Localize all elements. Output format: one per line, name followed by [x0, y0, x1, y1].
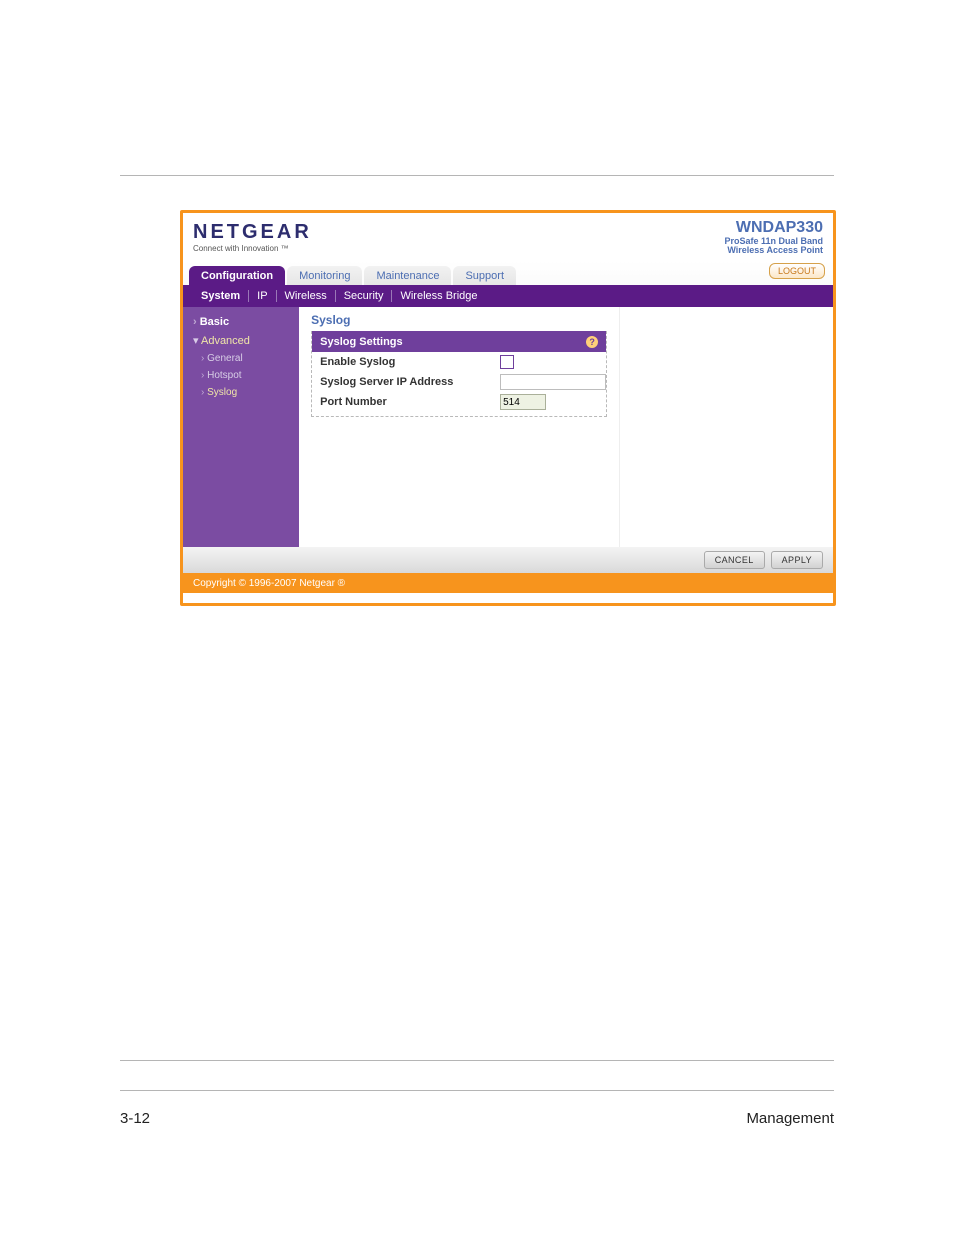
device-info: WNDAP330 ProSafe 11n Dual Band Wireless …	[724, 219, 823, 255]
action-bar: CANCEL APPLY	[183, 547, 833, 573]
tab-maintenance[interactable]: Maintenance	[364, 266, 451, 285]
tab-monitoring[interactable]: Monitoring	[287, 266, 362, 285]
brand-tagline: Connect with Innovation ™	[193, 244, 312, 253]
help-icon[interactable]: ?	[586, 336, 598, 348]
panel-title: Syslog Settings	[320, 336, 403, 348]
sidebar-item-syslog[interactable]: Syslog	[183, 384, 299, 401]
row-port-number: Port Number	[312, 392, 606, 412]
page-hr-bottom2	[120, 1090, 834, 1091]
device-name: WNDAP330	[736, 219, 823, 237]
device-line2: Wireless Access Point	[727, 246, 823, 255]
tab-configuration[interactable]: Configuration	[189, 266, 285, 285]
content-area: Syslog Syslog Settings ? Enable Syslog S…	[299, 307, 619, 547]
subnav-system[interactable]: System	[193, 290, 249, 302]
copyright-bar: Copyright © 1996-2007 Netgear ®	[183, 573, 833, 593]
sidebar-item-hotspot[interactable]: Hotspot	[183, 367, 299, 384]
sub-nav: System IP Wireless Security Wireless Bri…	[183, 285, 833, 307]
syslog-panel: Syslog Settings ? Enable Syslog Syslog S…	[311, 331, 607, 417]
page-hr-top	[120, 175, 834, 176]
subnav-wireless[interactable]: Wireless	[277, 290, 336, 302]
tab-support[interactable]: Support	[453, 266, 516, 285]
footer-left: 3-12	[120, 1110, 150, 1127]
brand-logo: NETGEAR	[193, 221, 312, 244]
row-server-ip: Syslog Server IP Address	[312, 372, 606, 392]
port-number-label: Port Number	[320, 396, 500, 408]
cancel-button[interactable]: CANCEL	[704, 551, 765, 569]
port-number-input[interactable]	[500, 394, 546, 410]
footer-right: Management	[746, 1110, 834, 1127]
enable-syslog-label: Enable Syslog	[320, 356, 500, 368]
apply-button[interactable]: APPLY	[771, 551, 823, 569]
server-ip-input[interactable]	[500, 374, 606, 390]
logout-button[interactable]: LOGOUT	[769, 263, 825, 279]
subnav-security[interactable]: Security	[336, 290, 393, 302]
right-empty-column	[619, 307, 833, 547]
sidebar: Basic Advanced General Hotspot Syslog	[183, 307, 299, 547]
sidebar-item-general[interactable]: General	[183, 350, 299, 367]
subnav-ip[interactable]: IP	[249, 290, 276, 302]
app-window: NETGEAR Connect with Innovation ™ WNDAP3…	[180, 210, 836, 606]
subnav-bridge[interactable]: Wireless Bridge	[392, 290, 485, 302]
server-ip-label: Syslog Server IP Address	[320, 376, 500, 388]
enable-syslog-checkbox[interactable]	[500, 355, 514, 369]
row-enable-syslog: Enable Syslog	[312, 352, 606, 372]
brand: NETGEAR Connect with Innovation ™	[193, 221, 312, 253]
panel-header: Syslog Settings ?	[312, 331, 606, 352]
sidebar-item-advanced[interactable]: Advanced	[183, 331, 299, 350]
page-hr-bottom	[120, 1060, 834, 1061]
sidebar-item-basic[interactable]: Basic	[183, 313, 299, 331]
page-title: Syslog	[311, 313, 607, 327]
app-header: NETGEAR Connect with Innovation ™ WNDAP3…	[183, 213, 833, 261]
body: Basic Advanced General Hotspot Syslog Sy…	[183, 307, 833, 547]
main-tabs: Configuration Monitoring Maintenance Sup…	[183, 261, 833, 285]
